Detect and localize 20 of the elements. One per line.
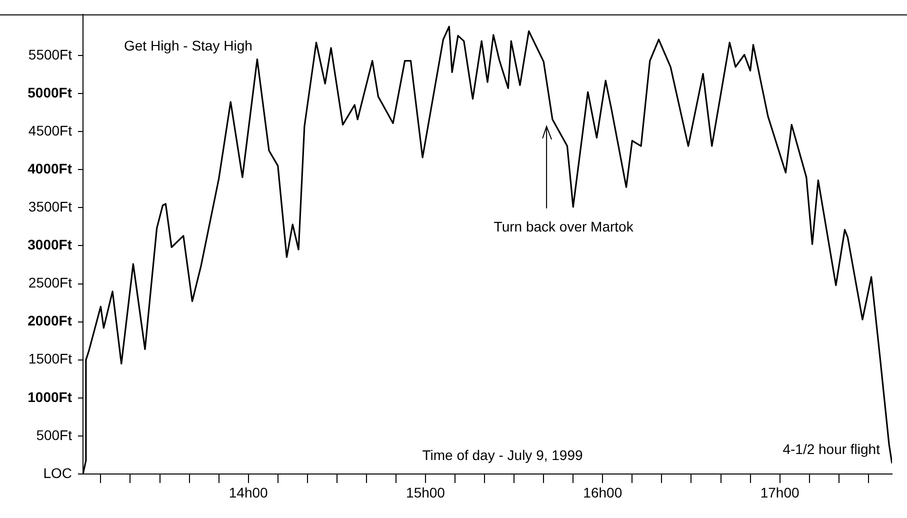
annotation: 4-1/2 hour flight bbox=[782, 441, 880, 457]
y-tick-label: 2000Ft bbox=[28, 312, 72, 329]
y-tick-label: 1500Ft bbox=[28, 350, 72, 367]
y-tick-label: LOC bbox=[43, 464, 72, 481]
x-tick-label: 16h00 bbox=[583, 484, 622, 500]
y-tick-label: 2500Ft bbox=[28, 274, 72, 291]
y-tick-label: 5000Ft bbox=[28, 84, 72, 100]
annotation: Get High - Stay High bbox=[124, 37, 252, 54]
y-tick-label: 1000Ft bbox=[28, 388, 72, 405]
y-tick-label: 500Ft bbox=[36, 426, 72, 443]
annotation: Turn back over Martok bbox=[494, 218, 634, 234]
y-tick-label: 3500Ft bbox=[28, 198, 72, 215]
x-tick-label: 14h00 bbox=[228, 484, 268, 500]
x-axis-title: Time of day - July 9, 1999 bbox=[422, 447, 583, 463]
y-tick-label: 4000Ft bbox=[28, 160, 72, 176]
y-tick-label: 5500Ft bbox=[28, 46, 72, 62]
y-tick-label: 4500Ft bbox=[28, 122, 72, 138]
y-tick-label: 3000Ft bbox=[28, 236, 72, 253]
x-tick-label: 15h00 bbox=[406, 484, 446, 500]
x-tick-label: 17h00 bbox=[760, 484, 800, 500]
